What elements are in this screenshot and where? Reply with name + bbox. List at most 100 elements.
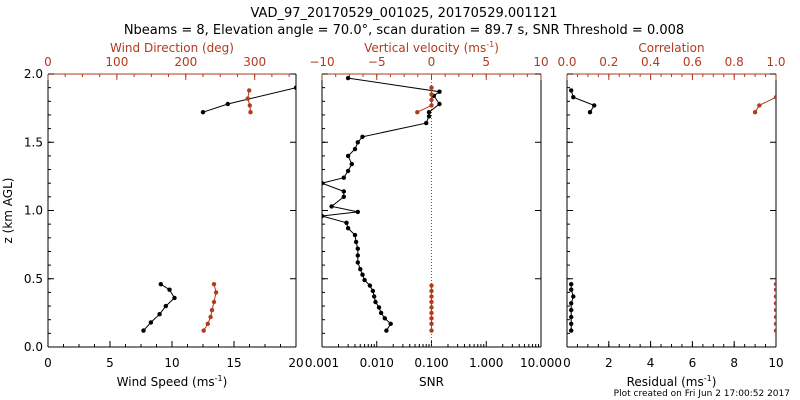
top-axis-label-sup: -1 bbox=[486, 40, 494, 49]
series-black-point bbox=[353, 239, 359, 245]
series-black-point bbox=[341, 194, 346, 199]
bottom-axis-label-sup: -1 bbox=[704, 374, 712, 383]
top-axis-label-text: Wind Direction (deg) bbox=[110, 41, 234, 55]
series-black-point bbox=[341, 189, 346, 194]
series-black-point bbox=[569, 282, 574, 287]
top-tick-label: −10 bbox=[309, 55, 334, 69]
series-red-point bbox=[247, 88, 252, 93]
bottom-tick-label: 8 bbox=[730, 356, 738, 370]
series-black-point bbox=[352, 146, 358, 152]
series-black-point bbox=[437, 89, 442, 94]
top-tick-label: 200 bbox=[174, 55, 197, 69]
panel-data bbox=[569, 88, 776, 333]
top-tick-label: 0.6 bbox=[683, 55, 702, 69]
top-axis-label: Wind Direction (deg) bbox=[110, 41, 234, 55]
y-tick-label: 1.0 bbox=[24, 204, 43, 218]
series-red-point bbox=[208, 314, 213, 320]
series-black-point bbox=[592, 103, 597, 108]
figure-title-line2: Nbeams = 8, Elevation angle = 70.0°, sca… bbox=[124, 23, 684, 38]
series-black-point bbox=[372, 294, 377, 299]
bottom-tick-label: 0.001 bbox=[305, 356, 339, 370]
series-black-point bbox=[158, 282, 163, 287]
bottom-tick-label: 0 bbox=[44, 356, 52, 370]
bottom-axis-label-text: Wind Speed (ms bbox=[117, 375, 215, 389]
series-red-point bbox=[773, 282, 776, 287]
series-black-point bbox=[355, 140, 360, 145]
bottom-axis-label-sup: -1 bbox=[215, 374, 223, 383]
bottom-tick-label: 10.000 bbox=[520, 356, 562, 370]
series-black-point bbox=[569, 301, 574, 306]
series-black-point bbox=[148, 320, 154, 325]
top-tick-label: −5 bbox=[368, 55, 386, 69]
panel-2: 0.001 0.010 0.100 1.000 10.000 SNR −10 −5 0 5 10 Ve… bbox=[305, 40, 562, 389]
series-black-line bbox=[322, 77, 441, 331]
series-black-point bbox=[569, 88, 574, 93]
series-red-point bbox=[248, 110, 253, 115]
series-black-point bbox=[344, 220, 349, 225]
series-red-point bbox=[752, 110, 758, 115]
series-red-point bbox=[211, 282, 217, 287]
series-black-point bbox=[345, 153, 351, 159]
series-red-point bbox=[429, 92, 434, 97]
series-black-point bbox=[367, 283, 373, 288]
series-black-point bbox=[358, 267, 363, 272]
series-red-point bbox=[429, 85, 434, 90]
bottom-axis-label: SNR bbox=[419, 375, 444, 389]
series-black-point bbox=[322, 181, 325, 186]
series-red-point bbox=[429, 103, 434, 108]
bottom-tick-label: 1.000 bbox=[469, 356, 503, 370]
top-tick-label: 10 bbox=[533, 55, 548, 69]
series-red-point bbox=[773, 307, 776, 313]
y-tick-label: 2.0 bbox=[24, 67, 43, 81]
bottom-tick-label: 0.010 bbox=[360, 356, 394, 370]
bottom-axis-label-end: ) bbox=[223, 375, 228, 389]
series-red-point bbox=[429, 283, 434, 288]
bottom-tick-label: 10 bbox=[768, 356, 783, 370]
series-black-point bbox=[378, 310, 384, 316]
series-red-point bbox=[245, 96, 250, 101]
series-black-point bbox=[569, 314, 574, 320]
top-tick-label: 5 bbox=[482, 55, 490, 69]
top-axis-label-text: Correlation bbox=[638, 41, 704, 55]
bottom-tick-label: 20 bbox=[288, 356, 303, 370]
top-tick-label: 0 bbox=[428, 55, 436, 69]
series-red-point bbox=[415, 110, 420, 115]
y-axis-label: z (km AGL) bbox=[1, 178, 15, 244]
series-red-point bbox=[205, 321, 210, 326]
series-black-point bbox=[345, 226, 351, 231]
series-red-line bbox=[247, 90, 251, 113]
series-black-point bbox=[373, 299, 378, 305]
series-red-point bbox=[773, 328, 776, 333]
panel-data bbox=[141, 85, 296, 333]
series-black-point bbox=[376, 305, 382, 310]
series-black-point bbox=[424, 120, 429, 126]
series-black-point bbox=[355, 246, 360, 251]
bottom-tick-label: 10 bbox=[164, 356, 179, 370]
series-red-point bbox=[247, 103, 252, 108]
series-black-point bbox=[172, 295, 177, 301]
series-black-point bbox=[355, 260, 360, 265]
bottom-tick-label: 4 bbox=[647, 356, 655, 370]
plot-footer: Plot created on Fri Jun 2 17:00:52 2017 bbox=[614, 389, 790, 399]
series-black-point bbox=[322, 213, 325, 219]
top-axis-label: Correlation bbox=[638, 41, 704, 55]
top-axis-label-text: Vertical velocity (ms bbox=[364, 41, 486, 55]
bottom-axis-label-text: SNR bbox=[419, 375, 444, 389]
series-red-point bbox=[773, 95, 776, 100]
series-red-point bbox=[773, 321, 776, 326]
series-black-point bbox=[571, 294, 576, 299]
series-black-point bbox=[200, 110, 206, 115]
y-tick-label: 0.5 bbox=[24, 272, 43, 286]
series-black-point bbox=[352, 232, 358, 238]
top-tick-label: 0.8 bbox=[725, 55, 744, 69]
series-black-point bbox=[569, 328, 574, 333]
series-black-point bbox=[355, 209, 360, 215]
series-black-point bbox=[345, 75, 351, 81]
series-red-point bbox=[429, 316, 434, 321]
series-black-point bbox=[569, 287, 574, 292]
series-black-point bbox=[329, 204, 334, 209]
series-black-point bbox=[362, 277, 367, 283]
series-black-point bbox=[163, 303, 168, 309]
series-black-point bbox=[293, 85, 296, 90]
